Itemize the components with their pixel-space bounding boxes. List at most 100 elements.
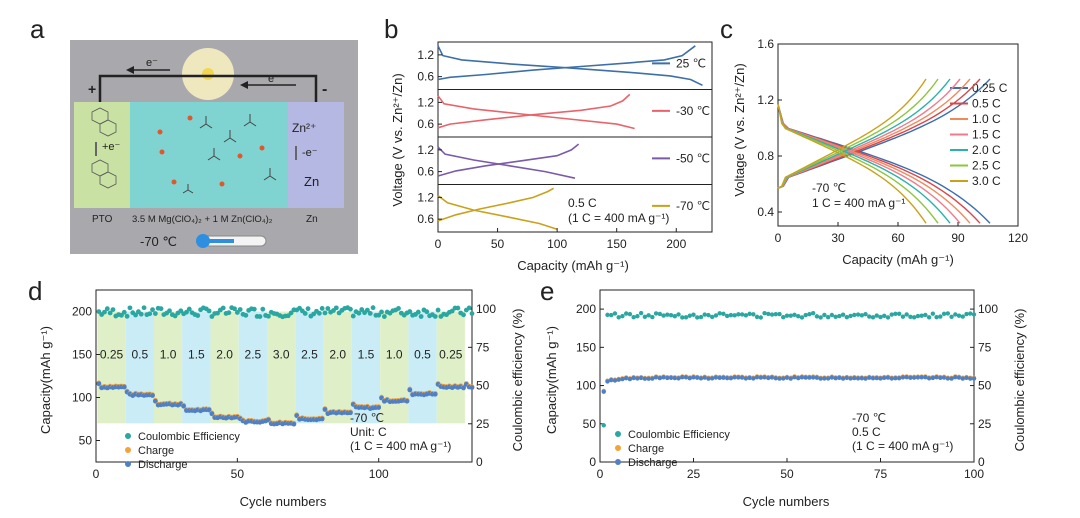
- e-ce-point: [646, 313, 651, 318]
- d-y2tick-label: 75: [476, 340, 490, 354]
- b-legend-label: -50 ℃: [676, 151, 710, 165]
- e-xtick-label: 25: [687, 467, 701, 481]
- e-discharge-point: [706, 376, 711, 381]
- e-discharge-point: [698, 376, 704, 381]
- e-discharge-point: [848, 376, 853, 381]
- e-note: 0.5 C: [852, 425, 881, 439]
- c-discharge-curve: [777, 104, 927, 224]
- c-xtick-label: 30: [831, 231, 845, 245]
- b-ytick-label: 1.2: [417, 95, 434, 109]
- minus-sign: -: [322, 81, 327, 98]
- c-ytick-label: 1.2: [757, 93, 774, 107]
- d-ce-point: [152, 311, 158, 316]
- e-discharge-point: [736, 375, 741, 380]
- d-rate-band: [380, 311, 409, 424]
- zn-ion-label: Zn²⁺: [292, 121, 316, 135]
- e-xtick-label: 75: [874, 467, 888, 481]
- b-xtick-label: 100: [547, 237, 567, 251]
- b-curve-discharge: [437, 95, 635, 130]
- e-ce-point: [695, 315, 700, 320]
- d-rate-label: 1.5: [358, 348, 375, 362]
- e-discharge-point: [609, 377, 614, 383]
- e-ce-point: [680, 315, 685, 320]
- d-ce-point: [469, 311, 475, 316]
- c-note: 1 C = 400 mA g⁻¹: [812, 196, 905, 210]
- panel-b-letter: b: [384, 14, 398, 44]
- b-xtick-label: 0: [435, 237, 442, 251]
- e-discharge-point: [859, 376, 864, 381]
- d-rate-label: 2.5: [245, 348, 262, 362]
- d-ce-point: [424, 309, 430, 315]
- b-ytick-label: 0.6: [417, 212, 434, 226]
- d-ce-point: [102, 309, 107, 315]
- d-ce-point: [226, 310, 232, 316]
- e-ce-point: [713, 313, 719, 318]
- d-note: Unit: C: [350, 425, 387, 439]
- e-discharge-point: [878, 376, 883, 381]
- e-discharge-point: [799, 375, 805, 380]
- e-ce-point: [915, 313, 921, 319]
- e-ce-point: [762, 310, 767, 316]
- e-discharge-point: [953, 374, 958, 380]
- d-ce-point: [415, 309, 421, 315]
- e-xlabel: Cycle numbers: [743, 494, 830, 509]
- e-legend-marker: [615, 459, 621, 465]
- e-legend-marker: [615, 431, 621, 437]
- c-legend-label: 1.0 C: [972, 112, 1001, 126]
- e-discharge-point: [657, 375, 663, 381]
- electrolyte-ions: [157, 114, 277, 194]
- d-rate-band: [436, 311, 465, 424]
- e-discharge-point: [919, 375, 924, 380]
- e-ce-point: [724, 313, 730, 319]
- c-xtick-label: 90: [951, 231, 965, 245]
- e-discharge-point: [897, 375, 902, 381]
- e-ce-point: [874, 313, 879, 318]
- e-discharge-point: [665, 375, 670, 381]
- e-discharge-point: [781, 376, 786, 381]
- d-ce-point: [184, 309, 189, 315]
- c-ylabel: Voltage (V vs. Zn²⁺/Zn): [732, 63, 747, 196]
- d-rate-band: [238, 311, 268, 424]
- d-ce-point: [237, 307, 243, 312]
- d-ce-point: [243, 312, 249, 318]
- e-discharge-point: [833, 375, 838, 381]
- e-ce-point: [605, 312, 610, 318]
- d-discharge-point: [291, 421, 297, 427]
- e-legend-label: Charge: [628, 443, 664, 455]
- d-ce-point: [418, 314, 424, 319]
- d-ce-point: [348, 306, 353, 312]
- d-rate-band: [408, 311, 437, 424]
- e-ce-point: [683, 315, 689, 320]
- c-ytick-label: 0.4: [757, 205, 774, 219]
- b-ytick-label: 0.6: [417, 117, 434, 131]
- b-legend-label: 25 ℃: [676, 56, 706, 70]
- e-discharge-point: [923, 375, 928, 380]
- e-discharge-point: [601, 389, 606, 394]
- e-ce-point: [796, 313, 801, 319]
- e-ce-point: [627, 311, 633, 317]
- b-ytick-label: 1.2: [417, 48, 434, 62]
- d-legend-marker: [125, 447, 131, 453]
- d-xtick-label: 50: [231, 467, 245, 481]
- b-ytick-label: 0.6: [417, 70, 434, 84]
- e-discharge-point: [837, 375, 842, 381]
- e-discharge-point: [758, 375, 764, 380]
- d-ce-point: [302, 311, 308, 316]
- b-curve-discharge: [437, 146, 576, 179]
- e-ce-point: [784, 313, 790, 318]
- e-y2tick-label: 25: [978, 417, 992, 431]
- d-y2tick-label: 50: [476, 379, 490, 393]
- e-discharge-point: [938, 375, 943, 381]
- e-ce-point: [818, 315, 823, 320]
- e-ce-point: [908, 314, 913, 319]
- e-discharge-point: [777, 376, 782, 381]
- c-legend-label: 0.5 C: [972, 97, 1001, 111]
- e-ce-point: [889, 312, 894, 317]
- d-ce-point: [370, 305, 376, 311]
- e-ce-point: [635, 313, 640, 319]
- d-discharge-point: [209, 411, 215, 417]
- e-discharge-point: [818, 376, 823, 381]
- panel-b-chart: b 1.2 0.6 25 ℃ 1.2 0.6 -30 ℃ 1.2 0.6 -50 ℃ 1.2 0.6…: [384, 14, 713, 273]
- e-discharge-point: [926, 376, 932, 381]
- e-ce-point: [840, 312, 846, 317]
